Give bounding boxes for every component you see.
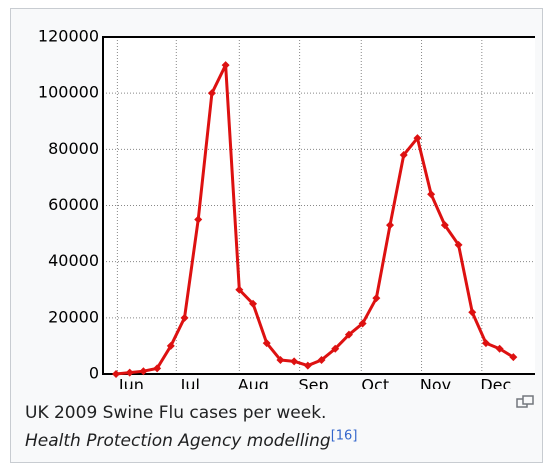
point: [207, 89, 216, 98]
plot-frame: [102, 36, 535, 375]
series-line: [115, 63, 515, 376]
point: [112, 370, 121, 378]
point: [139, 367, 148, 376]
point: [317, 355, 326, 364]
point: [454, 240, 463, 249]
point: [372, 294, 381, 303]
y-tick-label: 80000: [48, 139, 99, 158]
thumbnail: 0 20000 40000 60000 80000 100000 120000 Jun Jul A…: [10, 8, 543, 463]
x-tick-label: Dec: [480, 376, 511, 390]
point: [221, 61, 230, 70]
point: [344, 330, 353, 339]
point: [386, 221, 395, 230]
source: Health Protection Agency modelling: [25, 431, 331, 451]
caption: UK 2009 Swine Flu cases per week. Health…: [25, 399, 530, 455]
point: [427, 190, 436, 199]
point: [468, 308, 477, 317]
y-tick-label: 100000: [38, 83, 99, 102]
point: [331, 344, 340, 353]
point: [166, 341, 175, 350]
point: [303, 361, 312, 370]
point: [413, 134, 422, 143]
enlarge-icon[interactable]: [516, 395, 534, 409]
point: [509, 353, 518, 362]
x-tick-label: Nov: [420, 376, 451, 390]
point: [290, 357, 299, 366]
x-tick-label: Aug: [238, 376, 269, 390]
y-tick-label: 120000: [38, 27, 99, 46]
point: [481, 339, 490, 348]
point: [194, 215, 203, 224]
point: [276, 355, 285, 364]
reference[interactable]: [16]: [330, 428, 358, 444]
x-tick-label: Sep: [299, 376, 329, 390]
point: [399, 150, 408, 159]
y-tick-label: 40000: [48, 251, 99, 270]
y-tick-label: 0: [89, 364, 99, 383]
point: [235, 285, 244, 294]
point: [249, 299, 258, 308]
y-tick-label: 20000: [48, 307, 99, 326]
chart: 0 20000 40000 60000 80000 100000 120000 Jun Jul A…: [38, 27, 535, 390]
point: [495, 344, 504, 353]
y-tick-label: 60000: [48, 195, 99, 214]
point: [153, 364, 162, 373]
caption-text: UK 2009 Swine Flu cases per week.: [25, 403, 327, 423]
point: [125, 368, 134, 377]
x-tick-label: Jul: [180, 376, 200, 390]
point: [262, 339, 271, 348]
point: [440, 221, 449, 230]
point: [180, 313, 189, 322]
caption-source: Health Protection Agency modelling[16]: [25, 427, 530, 455]
x-tick-label: Oct: [361, 376, 389, 390]
x-tick-label: Jun: [118, 376, 144, 390]
point: [358, 319, 367, 328]
